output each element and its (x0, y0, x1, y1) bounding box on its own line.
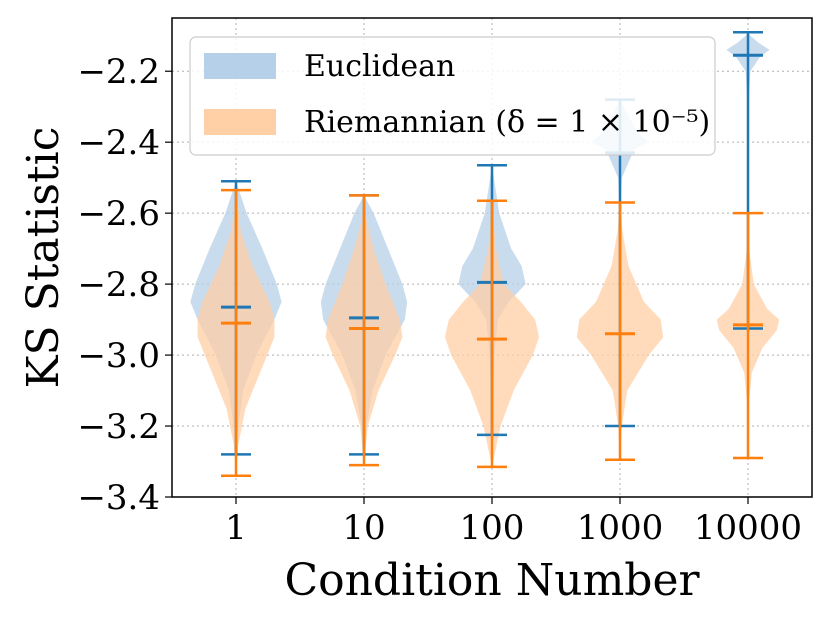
legend-box (189, 36, 716, 156)
y-tick-label: −2.6 (77, 194, 160, 234)
legend-label-riemannian: Riemannian (δ = 1 × 10⁻⁵) (304, 105, 710, 140)
legend-swatch-euclidean (204, 53, 276, 79)
x-tick-label: 1000 (577, 508, 664, 548)
x-tick-label: 1 (225, 508, 247, 548)
y-tick-label: −3.4 (77, 478, 160, 518)
x-tick-label: 100 (460, 508, 525, 548)
legend-swatch-riemannian (204, 109, 276, 135)
stats-layer (221, 30, 763, 477)
legend-label-euclidean: Euclidean (304, 49, 455, 84)
tick-layer: −3.4 −3.2 −3.0 −2.8 −2.6 −2.4 −2.2 1 10 100 1000 10… (77, 52, 802, 548)
y-tick-label: −3.2 (77, 407, 160, 447)
y-axis-label: KS Statistic (18, 127, 69, 389)
y-tick-label: −2.2 (77, 52, 160, 92)
y-tick-label: −2.4 (77, 123, 160, 163)
legend: Euclidean Riemannian (δ = 1 × 10⁻⁵) (189, 36, 716, 156)
y-tick-label: −2.8 (77, 265, 160, 305)
y-tick-label: −3.0 (77, 336, 160, 376)
x-tick-label: 10 (342, 508, 385, 548)
x-tick-label: 10000 (694, 508, 802, 548)
x-axis-label: Condition Number (284, 555, 700, 606)
